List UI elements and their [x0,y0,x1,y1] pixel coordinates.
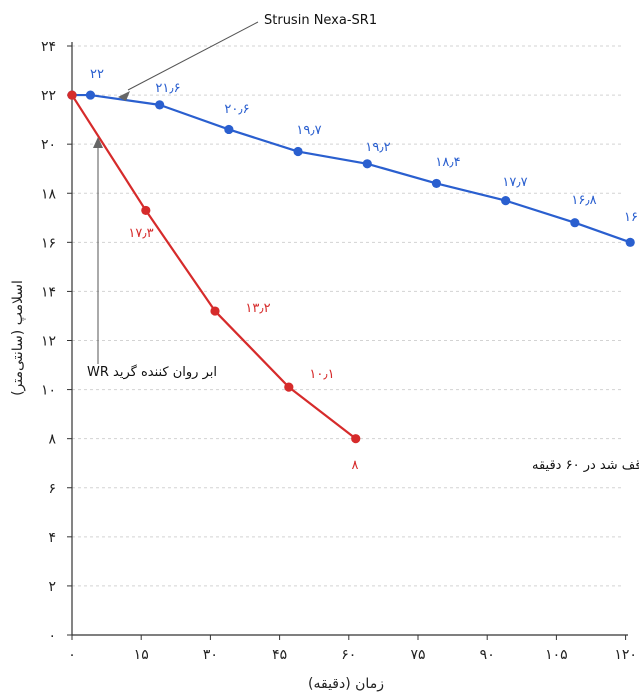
grid-lines [72,45,624,587]
blue-data-point [293,146,303,157]
red-data-label: ۱۳٫۲ [245,301,270,316]
x-tick-label: ۳۰ [203,647,218,663]
x-tick-label: ۱۲۰ [614,647,637,663]
blue-data-label: ۱۶ [624,210,638,225]
blue-series-line [72,93,631,244]
y-axis-title: اسلامپ (سانتی‌متر) [10,280,26,396]
blue-data-point [362,159,372,169]
blue-data-label: ۱۸٫۴ [435,155,460,170]
y-tick-label: ۱۲ [41,334,56,350]
y-tick-label: ۲۰ [41,137,56,153]
blue-data-point [570,218,580,228]
red-data-label: ۸ [352,458,359,473]
x-tick-label: ۹۰ [480,647,495,663]
test-stopped-note: تست متوقف شد در ۶۰ دقیقه [532,458,639,473]
x-tick-label: ۰ [68,647,76,663]
axes [67,42,628,640]
red-series-name: ابر روان کننده گرید WR [87,364,217,380]
blue-data-label: ۱۷٫۷ [502,175,527,190]
y-tick-label: ۰ [48,628,56,644]
red-data-label: ۱۷٫۳ [128,226,153,241]
y-tick-label: ۲ [48,579,56,595]
y-tick-label: ۱۶ [41,235,56,251]
red-callout-arrowhead [93,137,103,148]
x-tick-label: ۱۰۵ [545,647,568,663]
blue-data-point [625,237,635,247]
x-tick-label: ۱۵ [134,647,149,663]
y-tick-label: ۲۴ [41,39,56,55]
blue-data-label: ۲۱٫۶ [155,81,180,96]
red-data-label: ۱۰٫۱ [309,367,334,382]
blue-data-label: ۲۰٫۶ [224,102,249,117]
series-points [67,90,635,444]
red-series-line [71,94,357,440]
y-tick-label: ۸ [48,432,56,448]
x-tick-label: ۶۰ [341,647,356,663]
blue-data-point [224,124,234,135]
x-axis-title: زمان (دقیقه) [308,676,384,692]
series-lines [71,93,631,440]
blue-series-name: Strusin Nexa-SR1 [264,13,377,28]
x-tick-label: ۷۵ [410,647,425,663]
red-data-point [284,382,294,392]
blue-data-label: ۲۲ [90,67,104,82]
red-data-point [210,306,220,316]
blue-data-label: ۱۹٫۷ [296,123,321,138]
x-tick-label: ۴۵ [272,647,287,663]
blue-data-label: ۱۹٫۲ [365,140,390,155]
red-data-point [67,90,77,100]
blue-data-point [431,178,442,189]
blue-callout-leader [127,21,259,91]
red-data-point [141,205,151,216]
y-tick-label: ۱۸ [41,186,57,202]
blue-data-point [501,196,511,206]
data-labels: ۲۲ ۲۱٫۶ ۲۰٫۶ ۱۹٫۷ ۱۹٫۲ ۱۸٫۴ ۱۷٫۷ ۱۶٫۸ ۱۶ ۱۷٫۳ ۱۳٫۲… [90,67,638,473]
y-tick-label: ۱۴ [41,284,56,300]
blue-data-point [155,100,165,110]
blue-data-label: ۱۶٫۸ [571,193,596,208]
blue-callout-arrowhead [118,91,130,101]
red-data-point [351,434,361,444]
y-tick-label: ۲۲ [41,88,56,104]
y-tick-label: ۶ [48,481,56,497]
y-tick-label: ۱۰ [41,383,56,399]
annotations: Strusin Nexa-SR1 ابر روان کننده گرید WR تس… [87,13,639,473]
y-tick-label: ۴ [48,530,56,546]
blue-data-point [85,90,96,100]
